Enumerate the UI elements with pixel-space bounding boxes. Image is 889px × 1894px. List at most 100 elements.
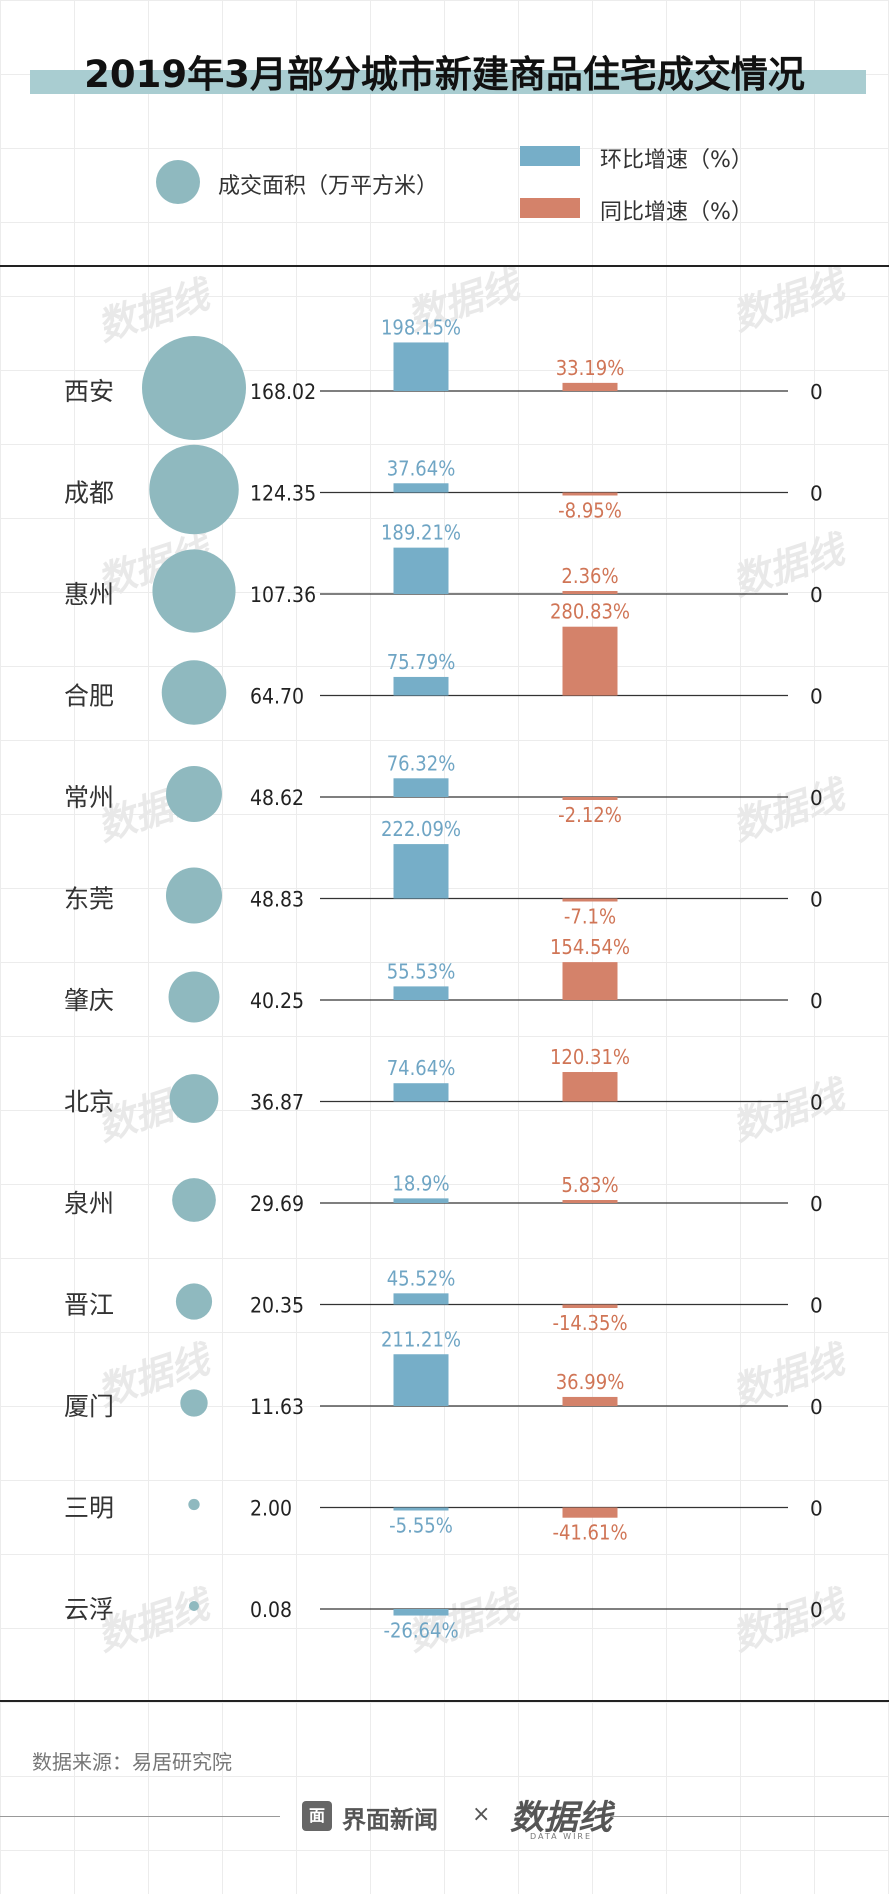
mom-value-label: 55.53% (387, 959, 456, 983)
mom-bar (393, 1083, 449, 1102)
area-value-label: 20.35 (250, 1294, 304, 1318)
area-value-label: 107.36 (250, 583, 316, 607)
area-circle (189, 1601, 199, 1611)
yoy-bar (562, 1396, 618, 1406)
mom-value-label: 211.21% (381, 1327, 461, 1351)
mom-bar (393, 1609, 449, 1616)
yoy-value-label: 154.54% (550, 935, 630, 959)
divider-bottom (0, 1700, 889, 1702)
city-label: 合肥 (64, 682, 114, 711)
footer-line-right (610, 1816, 889, 1817)
mom-value-label: -26.64% (383, 1619, 458, 1643)
chart-title: 2019年3月部分城市新建商品住宅成交情况 (84, 53, 805, 96)
yoy-bar (562, 591, 618, 594)
area-value-label: 48.83 (250, 888, 304, 912)
yoy-bar (562, 1507, 618, 1518)
yoy-value-label: -7.1% (564, 905, 616, 929)
zero-label: 0 (810, 482, 823, 506)
city-label: 厦门 (64, 1392, 114, 1421)
area-circle (142, 336, 246, 440)
mom-bar (393, 1354, 449, 1406)
yoy-value-label: -14.35% (552, 1311, 627, 1335)
partner-logo: 数据线 (510, 1798, 612, 1838)
area-circle (149, 444, 239, 535)
area-value-label: 40.25 (250, 989, 304, 1013)
yoy-bar (562, 962, 618, 1000)
yoy-bar (562, 492, 618, 496)
mom-bar (393, 986, 449, 1000)
yoy-bar (562, 626, 618, 696)
yoy-bar (562, 1200, 618, 1203)
mom-bar (393, 1507, 449, 1511)
mom-value-label: 222.09% (381, 817, 461, 841)
mom-bar (393, 1198, 449, 1203)
city-label: 西安 (64, 377, 114, 406)
zero-label: 0 (810, 1192, 823, 1216)
zero-label: 0 (810, 888, 823, 912)
area-circle (188, 1498, 200, 1511)
zero-label: 0 (810, 685, 823, 709)
zero-label: 0 (810, 583, 823, 607)
city-label: 常州 (64, 783, 114, 812)
yoy-value-label: 120.31% (550, 1045, 630, 1069)
city-label: 肇庆 (64, 986, 114, 1015)
mom-bar (393, 778, 449, 797)
area-circle (166, 766, 222, 822)
yoy-value-label: -2.12% (558, 803, 622, 827)
mom-bar (393, 342, 449, 391)
mom-value-label: 76.32% (387, 751, 456, 775)
yoy-value-label: 33.19% (556, 356, 625, 380)
area-value-label: 64.70 (250, 685, 304, 709)
yoy-bar (562, 1304, 618, 1309)
area-value-label: 124.35 (250, 482, 316, 506)
city-label: 成都 (64, 479, 114, 508)
mom-bar (393, 547, 449, 594)
zero-label: 0 (810, 786, 823, 810)
divider-top (0, 265, 889, 267)
city-label: 泉州 (64, 1189, 114, 1218)
area-value-label: 168.02 (250, 380, 316, 404)
city-label: 北京 (64, 1088, 114, 1117)
mom-bar (393, 676, 449, 696)
mom-value-label: 37.64% (387, 456, 456, 480)
legend-mom-swatch (520, 146, 580, 166)
partner-logo-sub: DATA WIRE (530, 1832, 593, 1841)
area-circle (165, 867, 223, 924)
zero-label: 0 (810, 989, 823, 1013)
brand-name: 界面新闻 (342, 1806, 438, 1834)
mom-value-label: 75.79% (387, 650, 456, 674)
area-circle (172, 1178, 216, 1222)
area-value-label: 48.62 (250, 786, 304, 810)
mom-value-label: 45.52% (387, 1266, 456, 1290)
yoy-value-label: -8.95% (558, 499, 622, 523)
yoy-value-label: 280.83% (550, 600, 630, 624)
zero-label: 0 (810, 1091, 823, 1115)
cross-icon: × (472, 1802, 491, 1827)
yoy-bar (562, 797, 618, 800)
data-source: 数据来源：易居研究院 (32, 1750, 232, 1774)
yoy-bar (562, 898, 618, 902)
zero-label: 0 (810, 1497, 823, 1521)
area-value-label: 11.63 (250, 1395, 304, 1419)
mom-value-label: 189.21% (381, 521, 461, 545)
legend-mom-label: 环比增速（%） (600, 148, 753, 173)
yoy-bar (562, 382, 618, 391)
area-circle (168, 971, 220, 1023)
area-circle (161, 660, 227, 725)
brand-logo-icon: 面 (302, 1801, 332, 1831)
area-value-label: 2.00 (250, 1497, 292, 1521)
yoy-value-label: 5.83% (561, 1173, 618, 1197)
mom-value-label: 18.9% (392, 1171, 449, 1195)
area-value-label: 29.69 (250, 1192, 304, 1216)
city-label: 三明 (64, 1494, 114, 1523)
area-value-label: 36.87 (250, 1091, 304, 1115)
zero-label: 0 (810, 1598, 823, 1622)
footer-line-left (0, 1816, 280, 1817)
legend-area-label: 成交面积（万平方米） (218, 174, 439, 199)
area-value-label: 0.08 (250, 1598, 292, 1622)
yoy-bar (562, 1072, 618, 1102)
mom-bar (393, 483, 449, 493)
mom-value-label: 74.64% (387, 1056, 456, 1080)
city-label: 惠州 (64, 580, 114, 609)
